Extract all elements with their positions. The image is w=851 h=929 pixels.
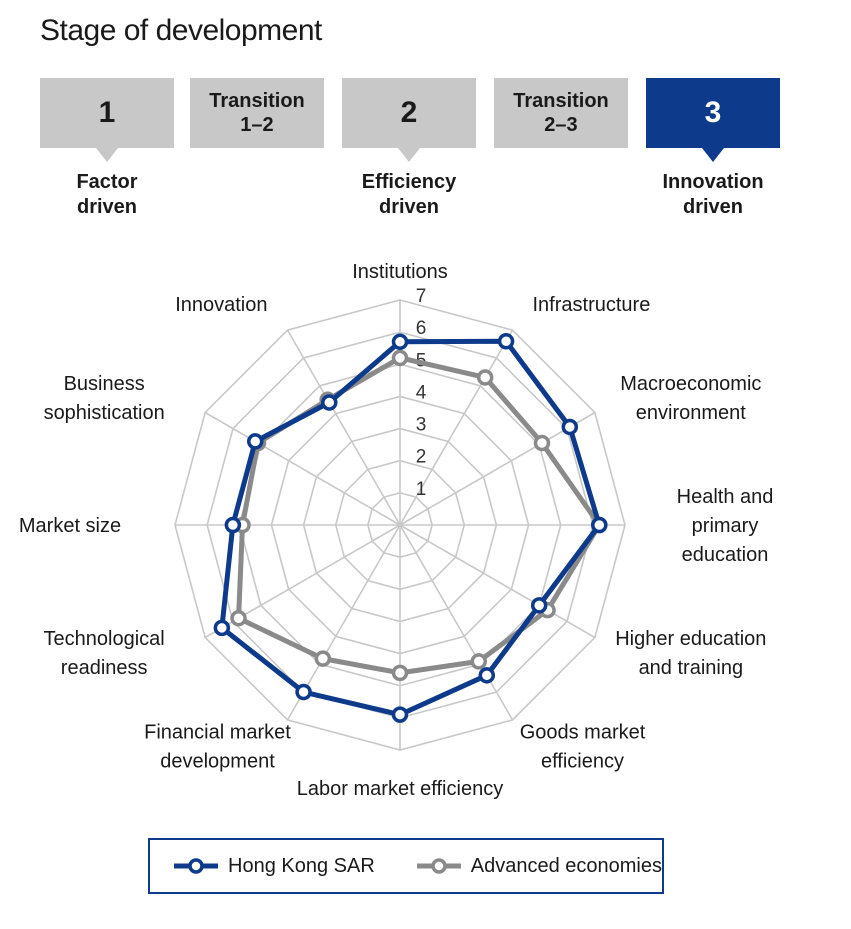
series-1-point	[391, 333, 409, 351]
series-2-point	[533, 434, 551, 452]
category-label: Infrastructure	[533, 294, 651, 316]
legend-label-series-1: Hong Kong SAR	[228, 854, 375, 877]
category-label: Business sophistication	[44, 373, 165, 424]
stage-box-2: Transition 1–2	[190, 78, 324, 148]
category-label: Macroeconomic environment	[620, 373, 761, 424]
series-2-point	[230, 609, 247, 627]
stage-pointer	[702, 148, 724, 162]
chart-legend: Hong Kong SAR Advanced economies	[148, 838, 664, 894]
stage-label: Innovation driven	[662, 171, 764, 218]
radial-tick-label: 1	[416, 479, 427, 500]
series-1-point	[213, 619, 231, 637]
category-label: Institutions	[352, 261, 448, 283]
category-label: Market size	[19, 515, 121, 537]
stage-box-text: 3	[704, 96, 722, 129]
category-label: Higher education and training	[615, 628, 766, 679]
stage-pointer	[96, 148, 118, 162]
radial-tick-label: 3	[416, 415, 427, 436]
series-1-point	[391, 706, 409, 723]
series-1-point	[530, 597, 548, 614]
series-1-point	[224, 516, 242, 534]
series-1-point	[321, 394, 338, 411]
series-1-point	[295, 683, 312, 701]
category-label: Technological readiness	[44, 628, 165, 679]
radial-tick-label: 6	[416, 318, 427, 339]
legend-swatch-series-2	[416, 858, 461, 874]
page-title: Stage of development	[40, 14, 322, 47]
series-2-point	[314, 650, 332, 667]
grid-spoke	[399, 329, 514, 526]
stage-box-5: 3	[646, 78, 780, 148]
grid-spoke	[204, 411, 401, 526]
series-1-point	[591, 516, 608, 534]
series-2-point	[476, 369, 494, 386]
stage-box-1: 1	[40, 78, 174, 148]
series-1-point	[497, 333, 515, 350]
stage-box-text: Transition 1–2	[209, 90, 305, 136]
series-2-point	[391, 664, 409, 682]
radial-tick-label: 7	[416, 286, 427, 307]
radial-tick-label: 2	[416, 447, 427, 468]
stage-box-3: 2	[342, 78, 476, 148]
category-label: Health and primary education	[677, 486, 774, 566]
grid-spoke	[286, 329, 401, 526]
legend-item-series-2: Advanced economies	[416, 854, 662, 878]
series-1-point	[247, 433, 264, 450]
grid-spoke	[399, 411, 596, 526]
stage-box-text: 1	[98, 96, 116, 129]
series-line-2	[236, 355, 602, 676]
radial-tick-label: 4	[416, 382, 427, 403]
legend-label-series-2: Advanced economies	[470, 854, 662, 877]
series-2-point	[470, 653, 487, 670]
stage-box-4: Transition 2–3	[494, 78, 628, 148]
category-label: Goods market efficiency	[520, 721, 646, 772]
stage-pointer	[398, 148, 420, 162]
series-1-point	[561, 418, 579, 436]
series-1-point	[478, 667, 496, 684]
stage-label: Factor driven	[76, 171, 138, 218]
legend-swatch-series-1	[174, 858, 218, 874]
grid-spoke	[399, 524, 596, 639]
stage-box-text: 2	[400, 96, 418, 129]
stage-box-text: Transition 2–3	[513, 90, 609, 136]
category-label: Financial market development	[144, 721, 291, 772]
grid-spoke	[399, 524, 514, 721]
series-2-point	[391, 349, 409, 367]
series-line-1	[219, 338, 602, 718]
legend-item-series-1: Hong Kong SAR	[174, 855, 375, 878]
category-label: Labor market efficiency	[297, 778, 503, 800]
stage-label: Efficiency driven	[361, 171, 457, 218]
category-label: Innovation	[175, 294, 267, 316]
